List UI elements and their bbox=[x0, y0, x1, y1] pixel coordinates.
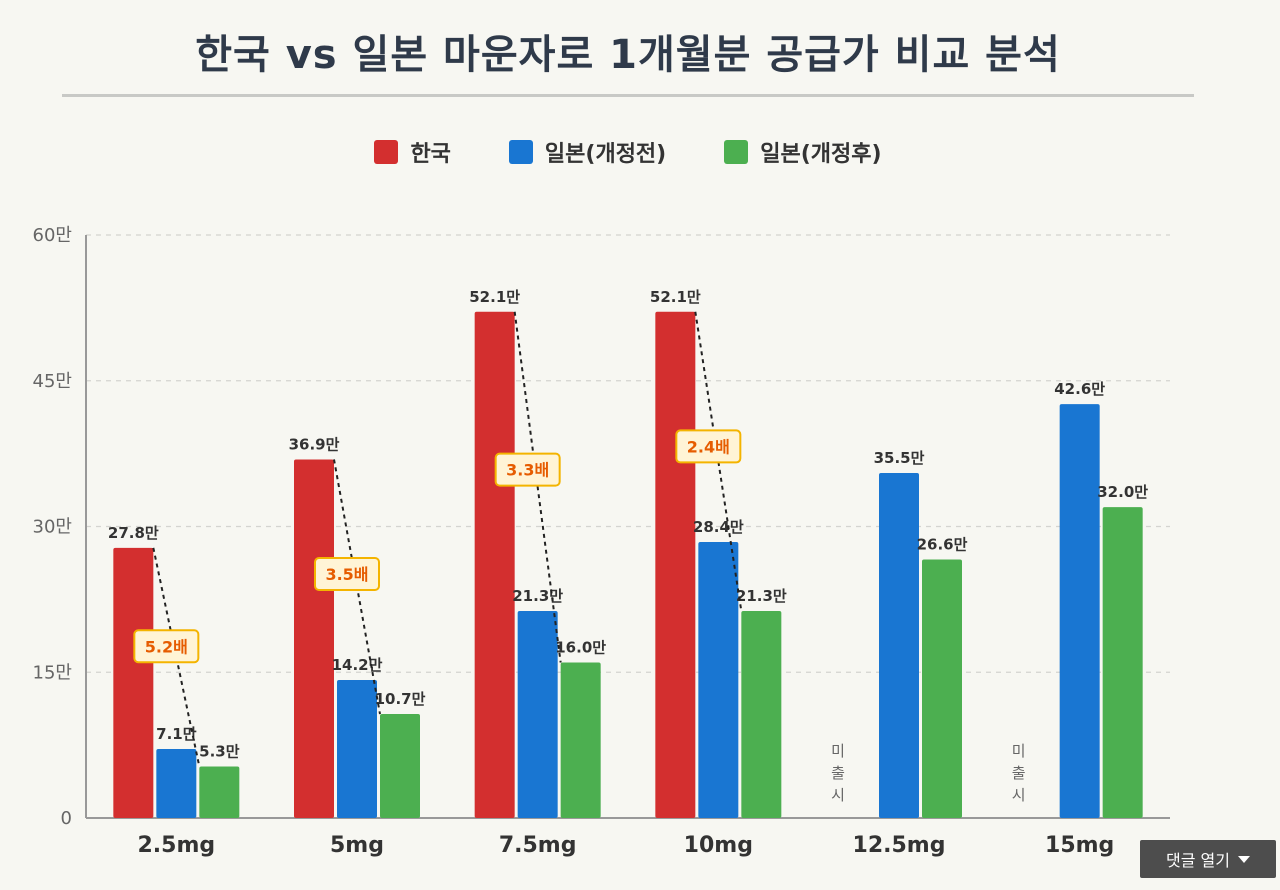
open-comments-label: 댓글 열기 bbox=[1166, 851, 1230, 870]
y-tick-label: 15만 bbox=[33, 662, 72, 683]
ratio-label: 2.4배 bbox=[687, 437, 730, 456]
legend-swatch-japan-after bbox=[724, 140, 749, 164]
y-tick-label: 0 bbox=[61, 808, 72, 829]
legend-label-japan-after: 일본(개정후) bbox=[760, 142, 882, 167]
legend-item-japan-after: 일본(개정후) bbox=[724, 136, 882, 168]
data-label: 5.3만 bbox=[199, 743, 240, 761]
data-label: 14.2만 bbox=[332, 656, 383, 674]
x-tick-label: 10mg bbox=[684, 833, 753, 858]
legend-label-japan-before: 일본(개정전) bbox=[544, 142, 667, 167]
bar-japan-before bbox=[879, 473, 919, 818]
legend-item-japan-before: 일본(개정전) bbox=[508, 136, 667, 168]
ratio-connector bbox=[152, 547, 201, 767]
ratio-label: 3.5배 bbox=[325, 565, 368, 584]
chart-title: 한국 vs 일본 마운자로 1개월분 공급가 비교 분석 bbox=[195, 32, 1061, 78]
not-released-label: 출 bbox=[1012, 764, 1026, 782]
bar-japan-before bbox=[517, 611, 558, 818]
open-comments-button[interactable]: 댓글 열기 bbox=[1140, 840, 1276, 878]
bar-japan-before bbox=[337, 680, 377, 818]
bar-japan-before bbox=[698, 542, 739, 818]
bar-japan-after bbox=[922, 559, 962, 818]
data-label: 52.1만 bbox=[650, 288, 701, 306]
x-tick-label: 2.5mg bbox=[138, 833, 216, 858]
bar-japan-after bbox=[1102, 507, 1143, 818]
not-released-label: 시 bbox=[831, 786, 845, 804]
data-label: 36.9만 bbox=[289, 435, 340, 453]
data-label: 28.4만 bbox=[693, 518, 744, 536]
legend-item-korea: 한국 bbox=[374, 136, 451, 168]
ratio-connector bbox=[694, 311, 743, 612]
ratio-label: 5.2배 bbox=[145, 637, 188, 656]
data-label: 35.5만 bbox=[874, 449, 925, 467]
legend-swatch-japan-before bbox=[508, 140, 533, 164]
data-label: 21.3만 bbox=[512, 587, 563, 605]
bar-korea bbox=[294, 459, 334, 818]
data-label: 21.3만 bbox=[736, 587, 787, 605]
data-label: 16.0만 bbox=[555, 639, 606, 657]
y-tick-label: 30만 bbox=[33, 517, 72, 538]
bar-korea bbox=[474, 311, 515, 818]
data-label: 32.0만 bbox=[1097, 483, 1148, 501]
data-label: 42.6만 bbox=[1054, 380, 1105, 398]
y-tick-label: 60만 bbox=[33, 225, 72, 246]
not-released-label: 미 bbox=[831, 742, 845, 760]
x-tick-label: 5mg bbox=[330, 833, 384, 858]
ratio-badge bbox=[494, 452, 561, 487]
chart-legend: 한국 일본(개정전) 일본(개정후) bbox=[0, 136, 1256, 168]
x-tick-label: 15mg bbox=[1045, 833, 1114, 858]
legend-label-korea: 한국 bbox=[410, 142, 451, 167]
not-released-label: 시 bbox=[1012, 786, 1026, 804]
data-label: 26.6만 bbox=[917, 536, 968, 554]
caret-down-icon bbox=[1237, 855, 1250, 863]
data-label: 52.1만 bbox=[469, 288, 520, 306]
bar-japan-after bbox=[199, 766, 240, 818]
bar-japan-after bbox=[741, 611, 782, 818]
bar-japan-after bbox=[380, 714, 420, 818]
bar-japan-before bbox=[156, 749, 197, 818]
title-divider bbox=[62, 94, 1194, 97]
legend-swatch-korea bbox=[374, 140, 399, 164]
ratio-badge bbox=[133, 629, 200, 664]
bar-korea bbox=[655, 311, 696, 818]
not-released-label: 출 bbox=[831, 764, 845, 782]
data-label: 27.8만 bbox=[108, 524, 159, 542]
y-tick-label: 45만 bbox=[33, 371, 72, 392]
data-label: 7.1만 bbox=[156, 725, 197, 743]
x-tick-label: 7.5mg bbox=[499, 833, 577, 858]
bar-japan-after bbox=[560, 662, 601, 818]
ratio-badge bbox=[314, 557, 380, 592]
ratio-badge bbox=[675, 429, 742, 464]
not-released-label: 미 bbox=[1012, 742, 1026, 760]
data-label: 10.7만 bbox=[375, 690, 426, 708]
ratio-connector bbox=[513, 311, 562, 663]
bar-japan-before bbox=[1059, 404, 1100, 818]
ratio-label: 3.3배 bbox=[506, 461, 549, 480]
bar-korea bbox=[113, 547, 154, 818]
x-tick-label: 12.5mg bbox=[853, 833, 946, 858]
